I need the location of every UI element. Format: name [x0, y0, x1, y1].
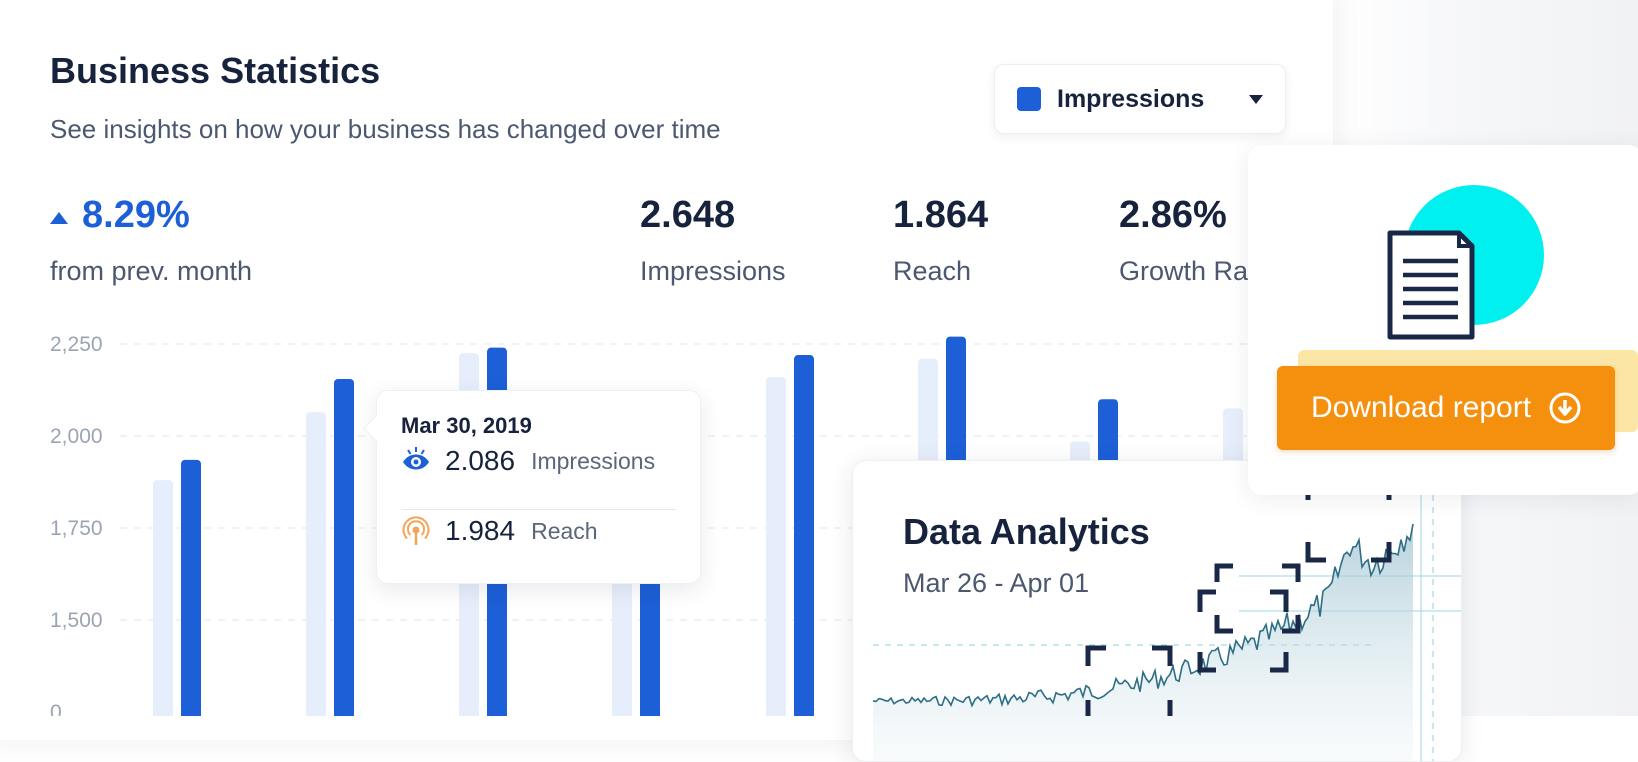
caret-down-icon: [1249, 94, 1263, 104]
stat-growth-label: Growth Ra: [1119, 256, 1249, 286]
tooltip-impressions-label: Impressions: [531, 447, 656, 474]
download-icon: [1549, 392, 1581, 424]
tooltip-date: Mar 30, 2019: [401, 413, 532, 438]
tooltip-divider: [401, 509, 676, 510]
eye-icon: [403, 447, 429, 470]
analytics-line: [872, 523, 1414, 708]
document-icon: [1387, 230, 1475, 340]
stat-growth-value: 2.86%: [1119, 196, 1227, 236]
page-title: Business Statistics: [50, 50, 381, 91]
tooltip-reach-value: 1.984: [445, 515, 516, 546]
tooltip-impressions-value: 2.086: [445, 445, 516, 476]
tooltip-reach-label: Reach: [531, 517, 598, 544]
chart-tooltip: Mar 30, 2019 2.086 Impressions 1.984 Rea…: [363, 390, 701, 584]
stat-reach-value: 1.864: [893, 194, 989, 236]
tooltip-row-impressions: 2.086 Impressions: [401, 445, 655, 477]
stat-reach: 1.864 Reach: [893, 196, 988, 287]
download-report-button[interactable]: Download report: [1277, 366, 1615, 450]
page-subtitle: See insights on how your business has ch…: [50, 114, 721, 144]
triangle-up-icon: [50, 212, 68, 224]
stat-change-label: from prev. month: [50, 256, 253, 286]
stat-impressions-value: 2.648: [640, 194, 736, 236]
metric-dropdown-label: Impressions: [1057, 84, 1205, 113]
stat-impressions: 2.648 Impressions: [640, 196, 786, 287]
data-analytics-range: Mar 26 - Apr 01: [903, 568, 1090, 598]
data-analytics-card: Data Analytics Mar 26 - Apr 01: [852, 460, 1462, 762]
download-report-label: Download report: [1310, 391, 1532, 424]
analytics-line-chart: [872, 471, 1461, 761]
tooltip-row-reach: 1.984 Reach: [401, 515, 598, 547]
stat-reach-label: Reach: [893, 256, 972, 286]
analytics-area: [873, 524, 1413, 761]
impressions-swatch-icon: [1017, 87, 1041, 111]
broadcast-icon: [402, 516, 430, 545]
metric-dropdown[interactable]: Impressions: [994, 64, 1286, 134]
stat-growth: 2.86% Growth Ra: [1119, 196, 1249, 287]
stat-change-value: 8.29%: [82, 194, 190, 236]
stat-change: 8.29% from prev. month: [50, 196, 252, 287]
data-analytics-title: Data Analytics: [903, 511, 1150, 552]
stat-impressions-label: Impressions: [640, 256, 786, 286]
document-illustration: [1387, 185, 1544, 340]
